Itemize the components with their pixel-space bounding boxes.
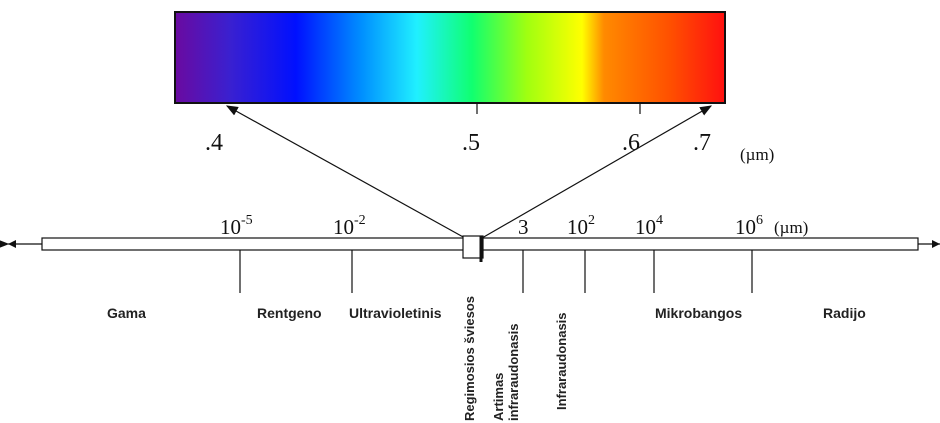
axis-tick-label: 104	[635, 213, 663, 239]
region-label: infraraudonasis	[506, 323, 521, 421]
region-label: Gama	[107, 305, 146, 321]
axis-tick-label: 106	[735, 213, 763, 239]
exponent: -2	[354, 213, 366, 228]
base: 10	[220, 215, 241, 239]
region-label: Rentgeno	[257, 305, 322, 321]
axis-tick-label: 102	[567, 213, 595, 239]
exponent: 6	[756, 213, 763, 228]
base: 10	[635, 215, 656, 239]
region-label: Ultravioletinis	[349, 305, 442, 321]
axis-tick-label: 10-2	[333, 213, 366, 239]
axis-unit: (µm)	[774, 218, 808, 237]
arrowhead	[932, 240, 940, 248]
base: 10	[735, 215, 756, 239]
exponent: -5	[241, 213, 253, 228]
arrowhead	[8, 240, 16, 248]
visible-spectrum-bar	[174, 11, 726, 104]
region-label: Regimosios šviesos	[462, 296, 477, 421]
arrow	[225, 105, 466, 239]
region-label: Artimas	[491, 373, 506, 421]
axis-tick-label: 3	[518, 215, 529, 239]
exponent: 2	[588, 213, 595, 228]
visible-tick: .7	[693, 130, 711, 156]
base: 10	[333, 215, 354, 239]
exponent: 4	[656, 213, 663, 228]
region-label: Radijo	[823, 305, 866, 321]
region-label: Mikrobangos	[655, 305, 742, 321]
visible-tick: .6	[622, 130, 640, 156]
visible-tick: .5	[462, 130, 480, 156]
axis-tick-label: 10-5	[220, 213, 253, 239]
visible-tick: .4	[205, 130, 223, 156]
region-label: Infraraudonasis	[554, 312, 569, 410]
arrow	[481, 105, 713, 239]
visible-band	[462, 235, 484, 259]
base: 10	[567, 215, 588, 239]
visible-unit: (µm)	[740, 145, 774, 164]
